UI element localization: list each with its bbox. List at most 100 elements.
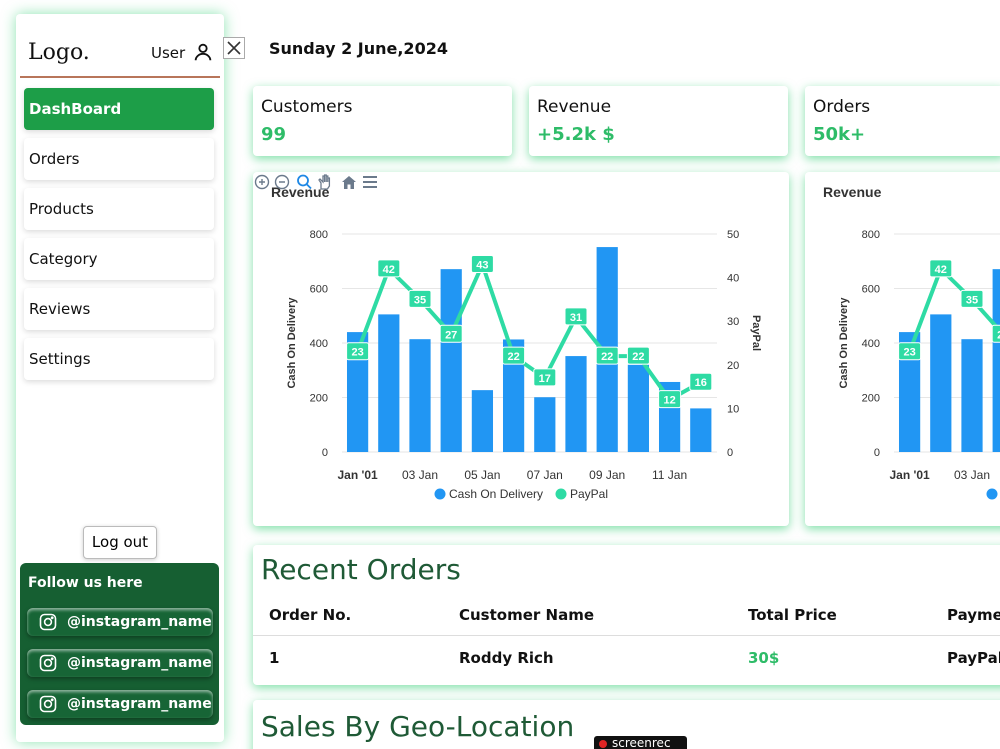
x-tick-label: 11 Jan — [652, 468, 687, 482]
y-tick-label: 600 — [310, 284, 328, 296]
paypal-data-label: 31 — [570, 312, 582, 324]
bar-cash-on-delivery[interactable] — [690, 408, 712, 452]
nav-item-dashboard[interactable]: DashBoard — [24, 88, 214, 130]
paypal-data-label: 16 — [695, 377, 707, 389]
user-icon[interactable] — [192, 41, 214, 63]
paypal-data-label-box — [346, 342, 370, 361]
bar-cash-on-delivery[interactable] — [502, 339, 525, 452]
paypal-data-label: 35 — [966, 294, 978, 306]
paypal-data-label-box — [595, 346, 619, 365]
bar-cash-on-delivery[interactable] — [565, 356, 587, 452]
legend-label[interactable]: Cash On Delivery — [449, 487, 543, 501]
bar-cash-on-delivery[interactable] — [961, 339, 983, 452]
stat-value: 50k+ — [813, 124, 866, 145]
instagram-handle: @instagram_name — [67, 614, 212, 630]
paypal-data-label: 12 — [663, 395, 675, 407]
payment-method: PayPal — [947, 649, 1000, 667]
paypal-data-label-box — [991, 324, 1000, 343]
recent-orders-card: Recent Orders Order No. Customer Name To… — [253, 545, 1000, 685]
nav-item-reviews[interactable]: Reviews — [24, 288, 214, 330]
logout-button[interactable]: Log out — [83, 526, 157, 559]
instagram-handle: @instagram_name — [67, 655, 212, 671]
x-tick-label: 03 Jan — [954, 468, 990, 482]
x-tick-label: Jan '01 — [889, 468, 930, 482]
stat-card-orders: Orders 50k+ — [805, 86, 1000, 156]
instagram-link[interactable]: @instagram_name — [27, 649, 213, 677]
menu-icon[interactable] — [363, 176, 377, 188]
chart-toolbar — [254, 174, 377, 190]
bar-cash-on-delivery[interactable] — [471, 390, 494, 452]
bar-cash-on-delivery[interactable] — [898, 332, 921, 452]
paypal-data-label: 23 — [903, 347, 915, 359]
nav-item-orders[interactable]: Orders — [24, 138, 214, 180]
geo-location-title: Sales By Geo-Location — [261, 710, 575, 743]
paypal-data-label: 22 — [632, 351, 644, 363]
magnifier-icon[interactable] — [297, 174, 312, 190]
bar-cash-on-delivery[interactable] — [440, 269, 462, 452]
x-tick-label: 07 Jan — [527, 468, 563, 482]
instagram-link[interactable]: @instagram_name — [27, 690, 213, 718]
column-header: Order No. — [269, 606, 352, 624]
legend-marker — [986, 488, 998, 500]
paypal-data-label-box — [626, 346, 650, 365]
bar-cash-on-delivery[interactable] — [346, 332, 369, 452]
logo[interactable]: Logo. — [28, 40, 90, 65]
y-tick-label: 200 — [310, 393, 328, 405]
y-tick-label: 600 — [862, 284, 880, 296]
legend-label[interactable]: PayPal — [570, 487, 608, 501]
paypal-data-label-box — [377, 259, 401, 278]
bar-cash-on-delivery[interactable] — [930, 314, 952, 452]
pan-hand-icon[interactable] — [318, 174, 331, 190]
instagram-icon — [39, 695, 57, 713]
instagram-icon — [39, 613, 57, 631]
instagram-link[interactable]: @instagram_name — [27, 608, 213, 636]
bar-cash-on-delivery[interactable] — [534, 397, 556, 452]
recent-orders-title: Recent Orders — [261, 553, 461, 586]
divider — [253, 635, 1000, 636]
x-tick-label: 05 Jan — [464, 468, 500, 482]
bar-cash-on-delivery[interactable] — [627, 364, 650, 452]
y-tick-label: 0 — [874, 447, 880, 459]
close-icon — [227, 41, 241, 55]
paypal-data-label-box — [502, 346, 526, 365]
paypal-data-label-box — [929, 259, 953, 278]
order-number: 1 — [269, 649, 280, 667]
paypal-data-label-box — [408, 289, 432, 308]
nav-item-category[interactable]: Category — [24, 238, 214, 280]
zoom-in-icon[interactable] — [254, 174, 270, 190]
column-header: Paymer — [947, 606, 1000, 624]
y-axis-title: Cash On Delivery — [838, 297, 850, 389]
follow-panel: Follow us here @instagram_name @instagram… — [20, 563, 219, 725]
paypal-data-label: 22 — [601, 351, 613, 363]
paypal-data-label: 42 — [383, 264, 395, 276]
paypal-data-label-box — [439, 324, 463, 343]
paypal-data-label: 42 — [935, 264, 947, 276]
paypal-data-label: 27 — [997, 329, 1000, 341]
chart-title: Revenue — [823, 184, 882, 200]
sidebar: Logo. User DashBoard Orders Products Catego… — [16, 14, 224, 742]
recorder-label: screenrec — [612, 736, 671, 749]
bar-cash-on-delivery[interactable] — [992, 269, 1000, 452]
zoom-out-icon[interactable] — [274, 174, 290, 190]
home-icon[interactable] — [342, 176, 356, 189]
column-header: Customer Name — [459, 606, 594, 624]
y-tick-label: 800 — [862, 229, 880, 241]
nav-item-products[interactable]: Products — [24, 188, 214, 230]
bar-cash-on-delivery[interactable] — [409, 339, 431, 452]
paypal-data-label-box — [564, 307, 588, 326]
revenue-chart-card: Revenue 0 200 400 600 800 0 10 20 30 40 50 Cash On D… — [253, 172, 789, 526]
y-tick-label: 400 — [862, 338, 880, 350]
paypal-data-label-box — [470, 255, 494, 274]
bar-cash-on-delivery[interactable] — [378, 314, 400, 452]
close-sidebar-button[interactable] — [223, 37, 245, 59]
y2-tick-label: 10 — [727, 403, 739, 415]
nav-item-settings[interactable]: Settings — [24, 338, 214, 380]
y-tick-label: 800 — [310, 229, 328, 241]
paypal-data-label: 23 — [351, 347, 363, 359]
stat-label: Orders — [813, 97, 871, 117]
user-label[interactable]: User — [151, 44, 186, 62]
y2-axis-title: PayPal — [750, 315, 762, 351]
x-tick-label: 09 Jan — [589, 468, 625, 482]
paypal-data-label: 35 — [414, 294, 426, 306]
